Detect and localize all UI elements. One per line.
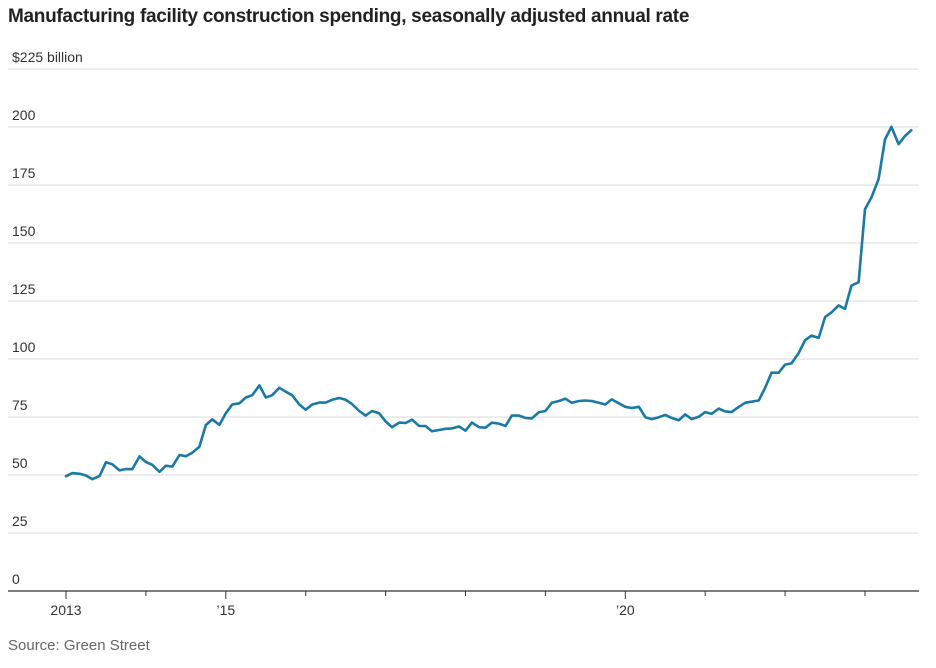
- gridlines: [8, 68, 919, 534]
- x-tick-label-1: ’15: [216, 602, 235, 618]
- y-axis-labels: 0 25 50 75 100 125 150 175 200 $225 billion: [12, 49, 83, 587]
- chart-title: Manufacturing facility construction spen…: [8, 6, 690, 27]
- y-tick-label-0: 0: [12, 571, 20, 587]
- x-axis: 2013 ’15 ’20: [8, 590, 919, 618]
- y-tick-label-225: $225 billion: [12, 49, 83, 65]
- y-tick-label-150: 150: [12, 223, 36, 239]
- source-note: Source: Green Street: [8, 637, 150, 654]
- y-tick-label-125: 125: [12, 281, 36, 297]
- y-tick-label-175: 175: [12, 165, 36, 181]
- y-tick-label-50: 50: [12, 455, 28, 471]
- y-tick-label-100: 100: [12, 339, 36, 355]
- y-tick-label-25: 25: [12, 513, 28, 529]
- series-layer: [64, 125, 913, 481]
- x-tick-label-2: ’20: [616, 602, 635, 618]
- y-tick-label-75: 75: [12, 397, 28, 413]
- series-line-0: [64, 125, 913, 481]
- y-tick-label-200: 200: [12, 107, 36, 123]
- x-tick-label-0: 2013: [50, 602, 81, 618]
